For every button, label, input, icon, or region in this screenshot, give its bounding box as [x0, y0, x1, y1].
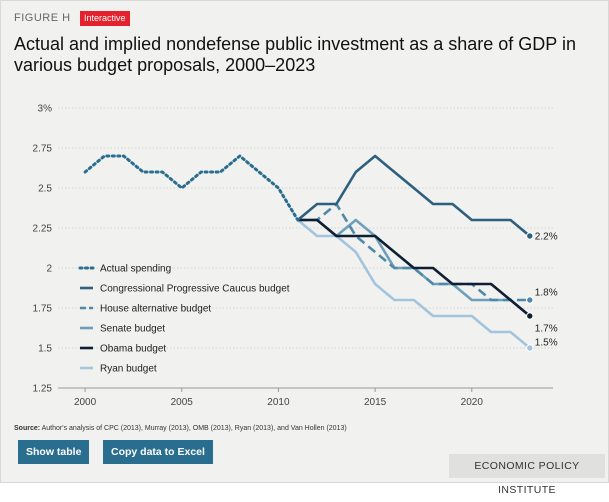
series-line — [296, 218, 531, 350]
x-tick-label: 2005 — [171, 397, 194, 408]
line-chart: 1.25 1.5 1.75 2 2.25 2.5 2.75 3% 2000 2005 2010 201… — [33, 104, 558, 409]
x-tick-label: 2020 — [461, 397, 484, 408]
end-point-marker — [526, 232, 534, 240]
legend-label: Actual spending — [100, 264, 171, 275]
figure-label: FIGURE H — [14, 12, 71, 24]
source-text: Author's analysis of CPC (2013), Murray … — [41, 425, 347, 432]
interactive-badge: Interactive — [80, 11, 130, 26]
source-note: Source: Author's analysis of CPC (2013),… — [14, 425, 599, 432]
y-tick-label: 1.5 — [38, 344, 52, 355]
figure-panel — [0, 0, 609, 483]
end-value-label: 1.5% — [535, 338, 558, 349]
y-tick-label: 2.75 — [33, 144, 53, 155]
series-line — [297, 218, 531, 318]
end-point-marker — [526, 344, 534, 352]
series-line — [296, 154, 531, 238]
y-tick-label: 1.75 — [33, 304, 53, 315]
source-prefix: Source: — [14, 425, 41, 432]
x-tick-label: 2000 — [74, 397, 97, 408]
legend-label: Obama budget — [100, 344, 166, 355]
y-tick-label: 2 — [46, 264, 52, 275]
y-tick-label: 1.25 — [33, 384, 53, 395]
legend-label: Congressional Progressive Caucus budget — [100, 284, 290, 295]
series-line — [83, 154, 300, 222]
x-tick-label: 2010 — [267, 397, 290, 408]
legend-label: Ryan budget — [100, 364, 157, 375]
publisher-logo: ECONOMIC POLICY INSTITUTE — [449, 454, 605, 496]
end-value-label: 1.8% — [535, 288, 558, 299]
x-tick-label: 2015 — [364, 397, 387, 408]
end-point-marker — [526, 312, 534, 320]
y-tick-label: 2.25 — [33, 224, 53, 235]
y-tick-label: 2.5 — [38, 184, 52, 195]
end-value-label: 1.7% — [535, 324, 558, 335]
end-point-marker — [526, 296, 534, 304]
legend-label: House alternative budget — [100, 304, 211, 315]
end-value-label: 2.2% — [535, 232, 558, 243]
y-tick-label: 3% — [38, 104, 53, 115]
show-table-button[interactable]: Show table — [18, 440, 90, 464]
chart-title: Actual and implied nondefense public inv… — [14, 34, 576, 75]
legend-label: Senate budget — [100, 324, 165, 335]
copy-data-to-excel-button[interactable]: Copy data to Excel — [103, 440, 213, 464]
